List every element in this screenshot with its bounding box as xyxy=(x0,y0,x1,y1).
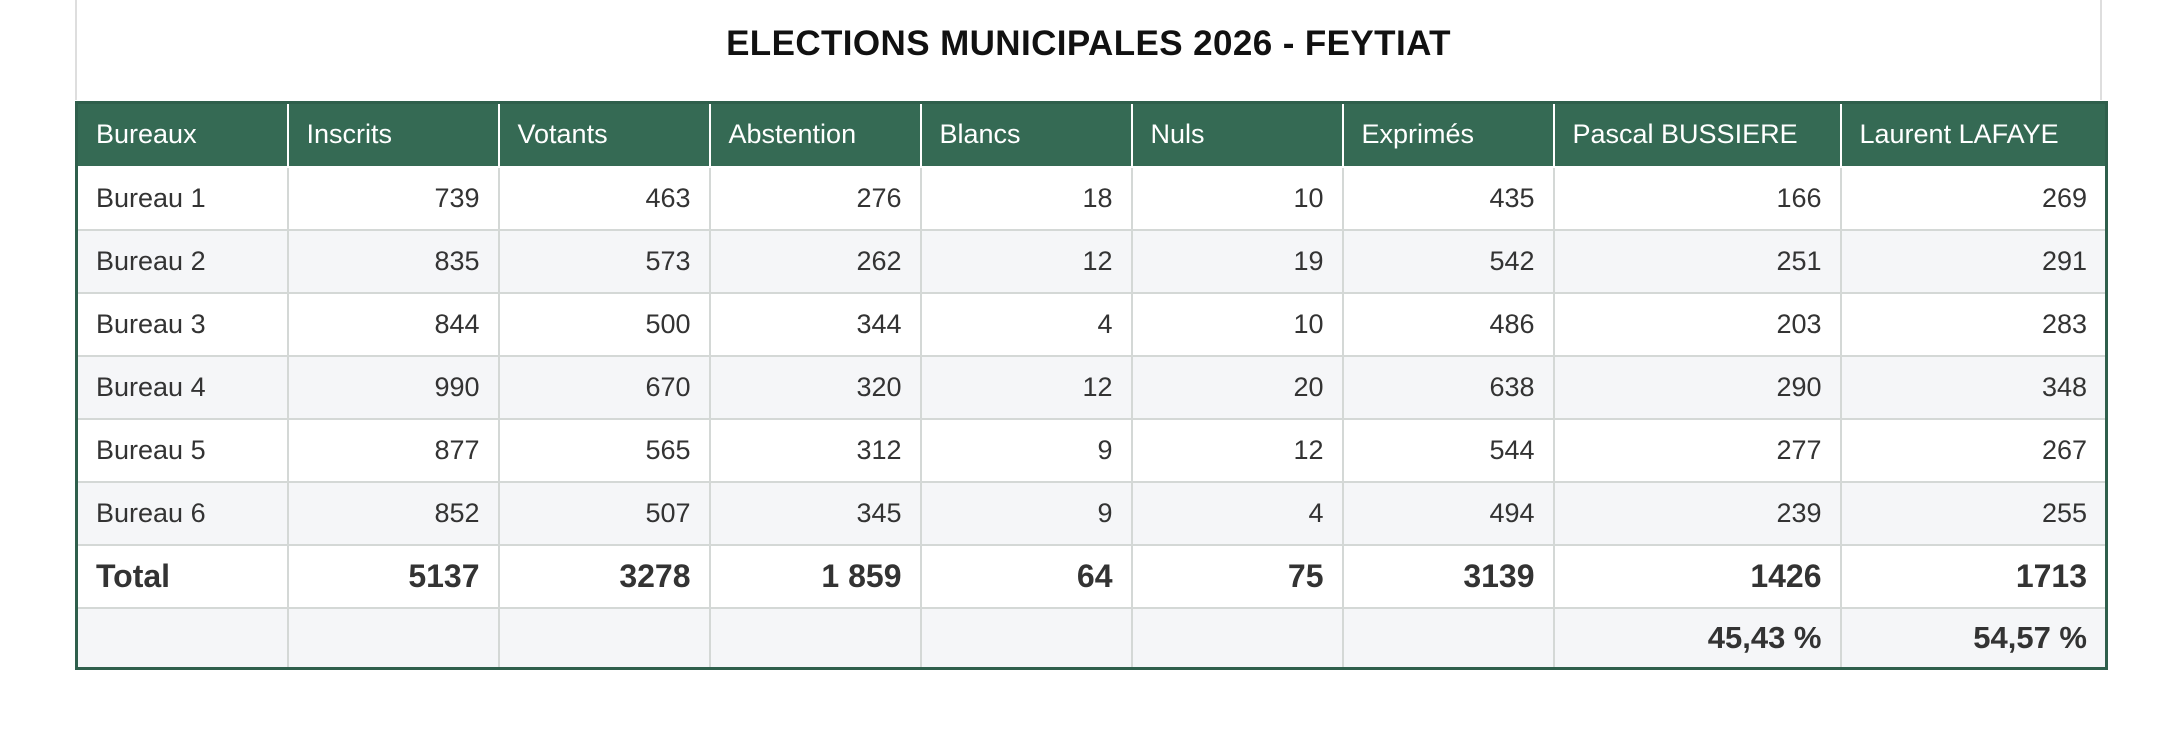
cell-inscrits: 739 xyxy=(286,165,500,231)
cell-votants: 573 xyxy=(497,228,711,294)
cell-bureau: Bureau 3 xyxy=(75,291,289,357)
total-exprimes: 3139 xyxy=(1341,543,1555,609)
pct-empty xyxy=(1130,606,1344,670)
table-row: Bureau 2 835 573 262 12 19 542 251 291 xyxy=(75,228,2108,294)
col-header-bureaux: Bureaux xyxy=(76,102,289,168)
cell-candidate-2: 348 xyxy=(1839,354,2108,420)
cell-bureau: Bureau 6 xyxy=(75,480,289,546)
cell-blancs: 9 xyxy=(919,417,1133,483)
cell-exprimes: 542 xyxy=(1341,228,1555,294)
cell-abstention: 312 xyxy=(708,417,922,483)
cell-bureau: Bureau 2 xyxy=(75,228,289,294)
cell-nuls: 19 xyxy=(1130,228,1344,294)
col-header-nuls: Nuls xyxy=(1130,102,1344,168)
cell-inscrits: 835 xyxy=(286,228,500,294)
pct-candidate-2: 54,57 % xyxy=(1839,606,2108,670)
pct-empty xyxy=(919,606,1133,670)
table-row: Bureau 4 990 670 320 12 20 638 290 348 xyxy=(75,354,2108,420)
cell-abstention: 276 xyxy=(708,165,922,231)
cell-abstention: 345 xyxy=(708,480,922,546)
cell-votants: 463 xyxy=(497,165,711,231)
pct-empty xyxy=(1341,606,1555,670)
col-header-inscrits: Inscrits xyxy=(286,102,500,168)
cell-candidate-2: 283 xyxy=(1839,291,2108,357)
cell-votants: 670 xyxy=(497,354,711,420)
pct-empty xyxy=(75,606,289,670)
cell-votants: 500 xyxy=(497,291,711,357)
total-candidate-1: 1426 xyxy=(1552,543,1842,609)
cell-exprimes: 486 xyxy=(1341,291,1555,357)
cell-exprimes: 494 xyxy=(1341,480,1555,546)
cell-votants: 565 xyxy=(497,417,711,483)
total-label: Total xyxy=(75,543,289,609)
table-row: Bureau 6 852 507 345 9 4 494 239 255 xyxy=(75,480,2108,546)
cell-candidate-2: 267 xyxy=(1839,417,2108,483)
cell-candidate-1: 277 xyxy=(1552,417,1842,483)
cell-exprimes: 544 xyxy=(1341,417,1555,483)
cell-blancs: 12 xyxy=(919,354,1133,420)
table-row: Bureau 5 877 565 312 9 12 544 277 267 xyxy=(75,417,2108,483)
cell-candidate-2: 291 xyxy=(1839,228,2108,294)
cell-candidate-2: 269 xyxy=(1839,165,2108,231)
results-table: Bureaux Inscrits Votants Abstention Blan… xyxy=(75,101,2108,670)
pct-empty xyxy=(286,606,500,670)
total-inscrits: 5137 xyxy=(286,543,500,609)
pct-empty xyxy=(708,606,922,670)
total-blancs: 64 xyxy=(919,543,1133,609)
total-nuls: 75 xyxy=(1130,543,1344,609)
cell-nuls: 20 xyxy=(1130,354,1344,420)
cell-nuls: 10 xyxy=(1130,291,1344,357)
cell-nuls: 10 xyxy=(1130,165,1344,231)
cell-inscrits: 877 xyxy=(286,417,500,483)
cell-nuls: 4 xyxy=(1130,480,1344,546)
cell-bureau: Bureau 1 xyxy=(75,165,289,231)
total-row: Total 5137 3278 1 859 64 75 3139 1426 17… xyxy=(75,543,2108,609)
cell-abstention: 262 xyxy=(708,228,922,294)
col-header-abstention: Abstention xyxy=(708,102,922,168)
cell-inscrits: 852 xyxy=(286,480,500,546)
page-title: ELECTIONS MUNICIPALES 2026 - FEYTIAT xyxy=(726,24,1451,63)
col-header-candidate-1: Pascal BUSSIERE xyxy=(1552,102,1842,168)
pct-empty xyxy=(497,606,711,670)
col-header-exprimes: Exprimés xyxy=(1341,102,1555,168)
total-votants: 3278 xyxy=(497,543,711,609)
pct-candidate-1: 45,43 % xyxy=(1552,606,1842,670)
total-candidate-2: 1713 xyxy=(1839,543,2108,609)
cell-candidate-2: 255 xyxy=(1839,480,2108,546)
cell-candidate-1: 251 xyxy=(1552,228,1842,294)
col-header-candidate-2: Laurent LAFAYE xyxy=(1839,102,2107,168)
cell-abstention: 344 xyxy=(708,291,922,357)
cell-candidate-1: 166 xyxy=(1552,165,1842,231)
cell-votants: 507 xyxy=(497,480,711,546)
col-header-votants: Votants xyxy=(497,102,711,168)
table-row: Bureau 1 739 463 276 18 10 435 166 269 xyxy=(75,165,2108,231)
percentage-row: 45,43 % 54,57 % xyxy=(75,606,2108,670)
cell-candidate-1: 203 xyxy=(1552,291,1842,357)
cell-inscrits: 844 xyxy=(286,291,500,357)
cell-exprimes: 638 xyxy=(1341,354,1555,420)
cell-bureau: Bureau 4 xyxy=(75,354,289,420)
cell-blancs: 9 xyxy=(919,480,1133,546)
cell-bureau: Bureau 5 xyxy=(75,417,289,483)
cell-nuls: 12 xyxy=(1130,417,1344,483)
col-header-blancs: Blancs xyxy=(919,102,1133,168)
table-row: Bureau 3 844 500 344 4 10 486 203 283 xyxy=(75,291,2108,357)
cell-blancs: 4 xyxy=(919,291,1133,357)
cell-blancs: 12 xyxy=(919,228,1133,294)
cell-candidate-1: 290 xyxy=(1552,354,1842,420)
cell-abstention: 320 xyxy=(708,354,922,420)
cell-exprimes: 435 xyxy=(1341,165,1555,231)
header-row: Bureaux Inscrits Votants Abstention Blan… xyxy=(76,102,2107,168)
cell-inscrits: 990 xyxy=(286,354,500,420)
cell-blancs: 18 xyxy=(919,165,1133,231)
page-frame xyxy=(75,0,2102,100)
cell-candidate-1: 239 xyxy=(1552,480,1842,546)
total-abstention: 1 859 xyxy=(708,543,922,609)
